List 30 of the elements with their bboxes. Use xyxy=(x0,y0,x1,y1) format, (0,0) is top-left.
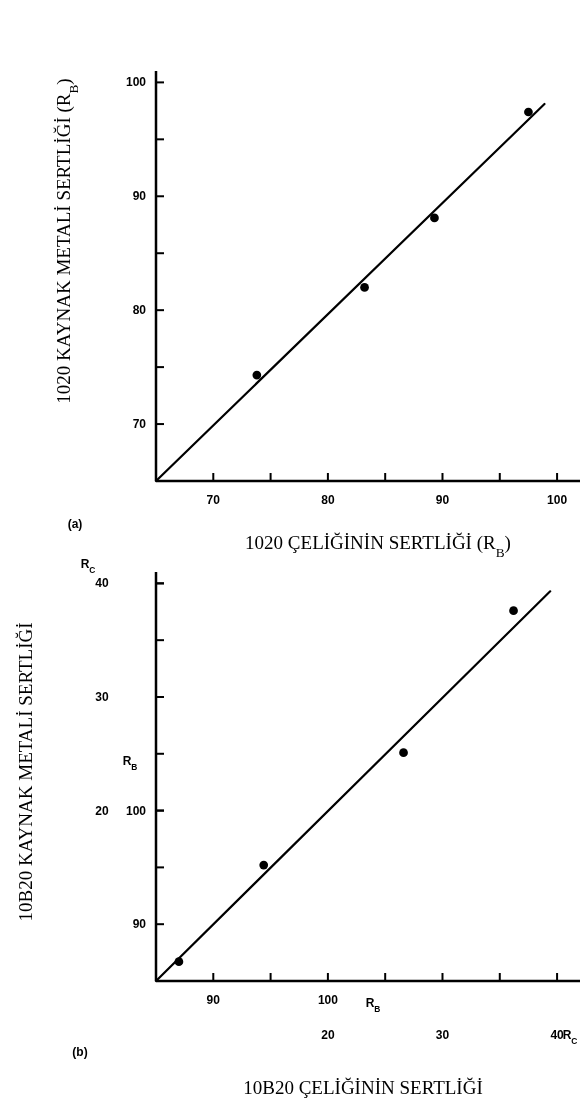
y-axis-title: 10B20 KAYNAK METALİ SERTLİĞİ xyxy=(15,622,36,922)
y-tick-label: 30 xyxy=(95,689,109,704)
point xyxy=(259,860,269,870)
y-tick-label: 70 xyxy=(132,417,147,432)
point xyxy=(360,283,369,292)
x-axis-title: 10B20 ÇELİĞİNİN SERTLİĞİ xyxy=(243,1077,483,1098)
text: (b) xyxy=(72,1045,88,1059)
y-tick-label: 40 xyxy=(95,576,109,591)
x2-tick-label: 40 xyxy=(550,1028,565,1042)
point xyxy=(399,748,408,757)
point xyxy=(509,606,518,615)
text: (a) xyxy=(67,517,83,531)
x-tick-label: 80 xyxy=(321,493,335,507)
point xyxy=(430,213,439,223)
x2-tick-label: 20 xyxy=(321,1028,335,1042)
x-tick-label: 70 xyxy=(206,493,221,507)
x-axis-title: 1020 ÇELİĞİNİN SERTLİĞİ (R$_{B}$) xyxy=(245,532,511,560)
point xyxy=(524,107,533,117)
text: R$_{B}$ xyxy=(365,996,381,1014)
text: R$_{C}$ xyxy=(562,1028,578,1046)
x-tick-label: 90 xyxy=(435,493,450,507)
y-tick-label: 100 xyxy=(125,75,147,90)
x-tick-label: 100 xyxy=(547,493,568,507)
y-tick-label: 80 xyxy=(132,303,147,318)
text: R$_{C}$ xyxy=(80,557,96,575)
text: R$_{B}$ xyxy=(122,754,138,772)
y-tick-label: 20 xyxy=(95,803,109,818)
y-tick-label: 90 xyxy=(132,189,147,204)
point xyxy=(252,370,262,380)
x2-tick-label: 30 xyxy=(435,1028,450,1042)
